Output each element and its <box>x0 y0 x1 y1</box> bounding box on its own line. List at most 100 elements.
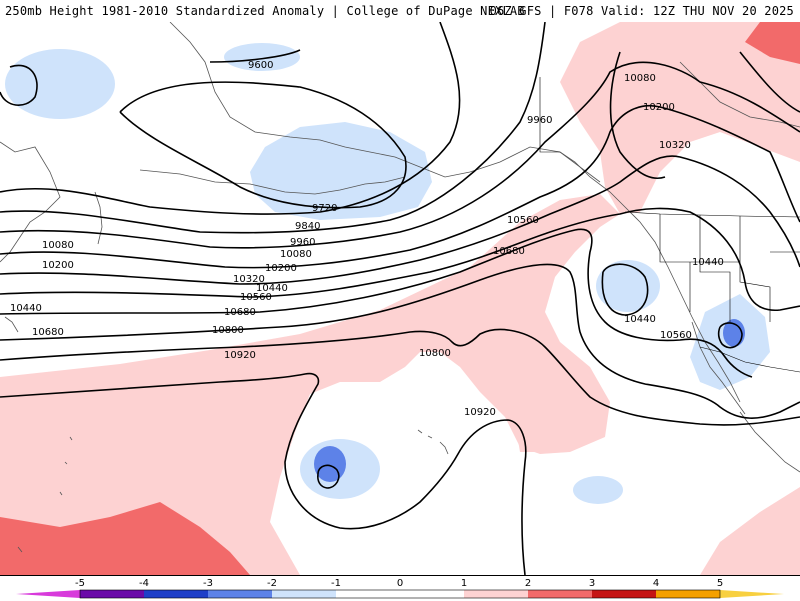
hawaiian-islands <box>417 429 449 455</box>
label-10440-d: 10440 <box>624 314 656 325</box>
anomaly-neg1-gulf-alaska <box>250 122 432 220</box>
label-10320-a: 10320 <box>233 274 265 285</box>
swatch-minus-1-to-1 <box>336 590 464 598</box>
anomaly-neg2-southwest-us <box>723 319 745 347</box>
colorbar-outline <box>79 589 721 599</box>
contour-9960 <box>0 22 546 234</box>
coastline-aleutians <box>139 169 406 195</box>
contour-10320-canada <box>609 51 666 179</box>
label-9600: 9600 <box>248 60 273 71</box>
swatch-minus-2-to-minus-1 <box>272 590 336 598</box>
coastline-mexico-west <box>739 411 800 473</box>
label-10440-a: 10440 <box>10 303 42 314</box>
swatch-minus-3-to-minus-2 <box>208 590 272 598</box>
label-10800-a: 10800 <box>212 325 244 336</box>
contour-9720 <box>119 81 407 209</box>
label-10080-b: 10080 <box>280 249 312 260</box>
tick-5: 5 <box>717 578 723 589</box>
label-10680-c: 10680 <box>493 246 525 257</box>
tick-minus-2: -2 <box>267 578 277 589</box>
tick-minus-5: -5 <box>75 578 85 589</box>
swatch-3-to-4 <box>592 590 656 598</box>
label-10200-b: 10200 <box>265 263 297 274</box>
anomaly-pos2-northwest-corner <box>0 532 12 564</box>
label-9720: 9720 <box>312 203 337 214</box>
swatch-below-minus-5 <box>16 590 80 598</box>
tick-minus-4: -4 <box>139 578 149 589</box>
label-10560-a: 10560 <box>240 292 272 303</box>
state-lines <box>659 214 800 322</box>
swatch-4-to-5 <box>656 590 720 598</box>
colorbar-ticks: -5 -4 -3 -2 -1 0 1 2 3 4 5 <box>75 578 723 589</box>
tick-0: 0 <box>397 578 403 589</box>
contour-10920-closed-low <box>317 464 340 489</box>
anomaly-neg1-east-pacific <box>573 476 623 504</box>
contour-9600-arctic <box>209 49 301 63</box>
contour-10080 <box>0 61 800 249</box>
anomaly-neg1-arctic <box>224 43 300 71</box>
contour-9840 <box>0 22 461 215</box>
swatch-minus-5-to-minus-4 <box>80 590 144 598</box>
label-10920-a: 10920 <box>224 350 256 361</box>
label-10440-c: 10440 <box>692 257 724 268</box>
coastline-kamchatka <box>0 141 61 263</box>
tick-minus-1: -1 <box>331 578 341 589</box>
tick-2: 2 <box>525 578 531 589</box>
negative-anomaly-areas <box>5 43 770 504</box>
label-10920-b: 10920 <box>464 407 496 418</box>
border-alaska-canada <box>539 77 560 153</box>
label-10800-b: 10800 <box>419 348 451 359</box>
contour-9600-bering-low <box>0 64 38 106</box>
anomaly-map: 9600 9720 9840 9960 9960 10080 10080 100… <box>0 22 800 575</box>
anomaly-neg1-west-coast <box>596 260 660 312</box>
contour-10560-low-ring <box>717 322 743 349</box>
label-10080-a: 10080 <box>42 240 74 251</box>
colorbar-swatches <box>16 589 784 599</box>
coastline-baja <box>691 321 746 415</box>
label-10440-b: 10440 <box>256 283 288 294</box>
boundaries <box>539 77 800 373</box>
label-9840: 9840 <box>295 221 320 232</box>
contour-10200 <box>0 105 800 269</box>
coastline-alaska <box>169 22 601 183</box>
label-10680-b: 10680 <box>224 307 256 318</box>
anomaly-neg1-bering <box>5 49 115 119</box>
contour-10080-hudson <box>739 51 800 113</box>
label-10560-b: 10560 <box>507 215 539 226</box>
run-valid-time: 06Z GFS | F078 Valid: 12Z THU NOV 20 202… <box>489 4 794 18</box>
tick-4: 4 <box>653 578 659 589</box>
anomaly-pos2-arctic <box>745 22 800 64</box>
swatch-above-5 <box>720 590 784 598</box>
contour-10800 <box>0 328 800 426</box>
contour-labels: 9600 9720 9840 9960 9960 10080 10080 100… <box>10 60 724 418</box>
contour-10440-main <box>0 207 800 311</box>
border-us-mexico <box>699 346 800 373</box>
tick-1: 1 <box>461 578 467 589</box>
tick-3: 3 <box>589 578 595 589</box>
coastlines <box>0 22 800 553</box>
label-10320-b: 10320 <box>659 140 691 151</box>
swatch-1-to-2 <box>464 590 528 598</box>
strong-negative-anomaly-areas <box>314 319 745 482</box>
label-10560-c: 10560 <box>660 330 692 341</box>
height-contours <box>0 22 800 575</box>
anomaly-pos1-hawaii-east <box>515 417 560 452</box>
label-9960-a: 9960 <box>290 237 315 248</box>
positive-anomaly-areas <box>0 22 800 575</box>
swatch-minus-4-to-minus-3 <box>144 590 208 598</box>
tick-minus-3: -3 <box>203 578 213 589</box>
anomaly-pos2-southwest <box>0 502 250 575</box>
contour-10320 <box>0 155 800 285</box>
anomaly-pos1-main <box>0 194 620 575</box>
map-header: 250mb Height 1981-2010 Standardized Anom… <box>0 0 800 23</box>
contour-10920 <box>0 372 527 575</box>
map-title: 250mb Height 1981-2010 Standardized Anom… <box>5 4 525 18</box>
contour-10680 <box>0 263 800 419</box>
swatch-2-to-3 <box>528 590 592 598</box>
anomaly-colorbar: -5 -4 -3 -2 -1 0 1 2 3 4 5 <box>0 575 800 601</box>
label-10200-a: 10200 <box>42 260 74 271</box>
contour-10440-closed-low <box>601 263 649 316</box>
anomaly-neg2-hawaii-low <box>314 446 346 482</box>
label-10200-c: 10200 <box>643 102 675 113</box>
